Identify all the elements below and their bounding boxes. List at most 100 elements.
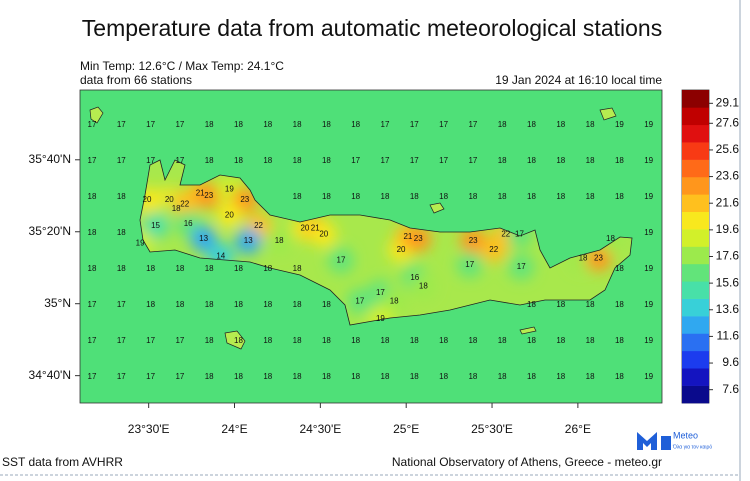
grid-value: 18 [234,300,243,309]
grid-value: 18 [586,300,595,309]
colorbar-band [682,124,709,143]
stations-note: data from 66 stations [80,73,192,87]
y-tick-label: 35°N [44,296,71,310]
station-value: 15 [151,221,160,230]
grid-value: 18 [293,264,302,273]
grid-value: 18 [527,120,536,129]
temperature-blob [367,305,394,325]
station-value: 18 [172,204,181,213]
station-value: 13 [244,236,253,245]
grid-value: 19 [644,336,653,345]
grid-value: 18 [263,300,272,309]
colorbar-band [682,229,709,247]
grid-value: 17 [88,120,97,129]
grid-value: 18 [556,372,565,381]
colorbar-label: 11.6 [717,329,740,343]
grid-value: 18 [556,192,565,201]
station-value: 18 [579,253,588,262]
grid-value: 18 [498,120,507,129]
grid-value: 18 [88,228,97,237]
temperature-blob [235,228,262,255]
grid-value: 18 [234,336,243,345]
grid-value: 17 [88,300,97,309]
grid-value: 17 [117,372,126,381]
grid-value: 18 [293,192,302,201]
grid-value: 18 [556,156,565,165]
temperature-blob [310,221,337,248]
temperature-blob [142,212,169,239]
colorbar-label: 7.6 [722,382,739,396]
station-value: 18 [419,282,428,291]
station-value: 13 [199,234,208,243]
grid-value: 18 [586,156,595,165]
grid-value: 18 [556,120,565,129]
station-value: 17 [376,288,385,297]
station-value: 17 [355,297,364,306]
temperature-blob [327,247,354,274]
grid-value: 18 [263,372,272,381]
colorbar-band [682,368,709,386]
station-value: 23 [414,234,423,243]
grid-value: 18 [293,156,302,165]
station-value: 20 [300,223,309,232]
grid-value: 18 [175,264,184,273]
grid-value: 19 [615,120,624,129]
colorbar-label: 17.6 [716,249,740,263]
grid-value: 18 [439,372,448,381]
grid-value: 17 [117,156,126,165]
grid-value: 18 [615,192,624,201]
grid-value: 17 [117,120,126,129]
station-value: 23 [204,191,213,200]
station-value: 20 [397,245,406,254]
grid-value: 17 [468,120,477,129]
grid-value: 18 [322,300,331,309]
grid-value: 18 [381,336,390,345]
grid-value: 17 [410,120,419,129]
station-value: 22 [180,200,189,209]
colorbar-label: 21.6 [716,195,740,209]
grid-value: 19 [644,372,653,381]
colorbar-label: 15.6 [716,275,740,289]
grid-value: 18 [615,264,624,273]
grid-value: 18 [322,192,331,201]
grid-value: 18 [586,336,595,345]
grid-value: 18 [293,120,302,129]
grid-value: 17 [146,372,155,381]
temperature-blob [405,225,432,252]
station-value: 21 [403,232,412,241]
grid-value: 18 [615,156,624,165]
map-frame [79,89,663,404]
subtitle: Min Temp: 12.6°C / Max Temp: 24.1°C [80,59,284,73]
grid-value: 18 [117,192,126,201]
map-area [80,90,662,403]
grid-value: 18 [205,300,214,309]
grid-value: 18 [322,372,331,381]
grid-value: 17 [117,300,126,309]
grid-value: 18 [381,372,390,381]
station-value: 19 [376,314,385,323]
station-value: 20 [319,230,328,239]
grid-value: 18 [527,300,536,309]
station-value: 23 [469,236,478,245]
colorbar-band [682,90,709,108]
timestamp: 19 Jan 2024 at 16:10 local time [495,73,662,87]
temperature-blob [266,228,293,255]
grid-value: 18 [205,264,214,273]
grid-value: 18 [234,264,243,273]
colorbar-band [682,316,709,334]
grid-value: 18 [351,336,360,345]
grid-value: 18 [586,120,595,129]
colorbar-band [682,333,709,352]
x-tick-label: 24°E [221,422,247,436]
grid-value: 18 [117,264,126,273]
grid-value: 17 [146,156,155,165]
grid-value: 18 [263,264,272,273]
station-value: 22 [501,230,510,239]
grid-value: 18 [205,156,214,165]
grid-value: 19 [644,192,653,201]
grid-value: 18 [351,192,360,201]
temperature-blob [346,288,373,315]
grid-value: 18 [527,336,536,345]
grid-value: 17 [117,336,126,345]
colorbar-label: 19.6 [716,222,740,236]
